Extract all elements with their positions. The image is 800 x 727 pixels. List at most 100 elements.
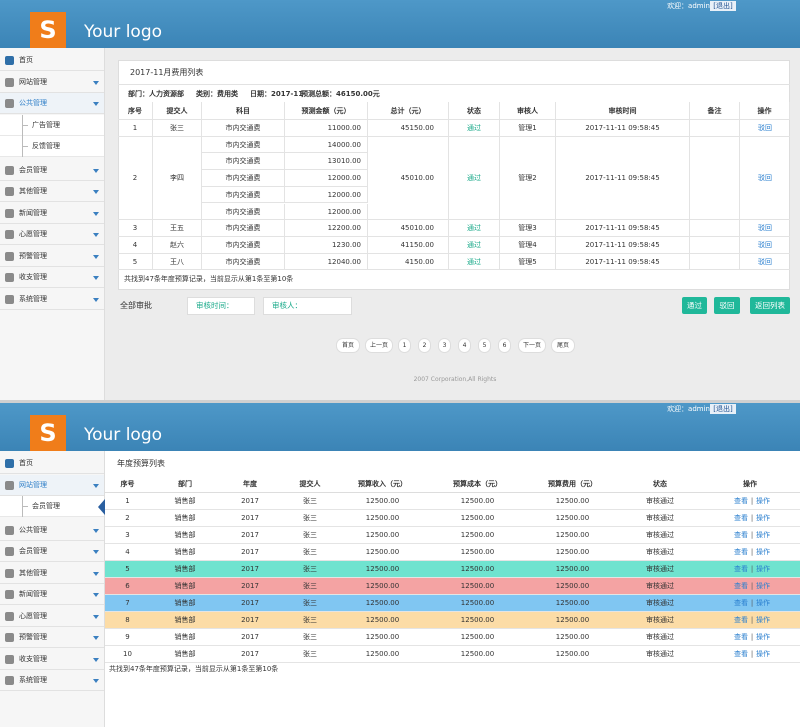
view-link[interactable]: 查看 xyxy=(734,633,748,641)
column-header: 序号 xyxy=(120,480,135,488)
menu-item[interactable] xyxy=(0,289,104,310)
menu-item[interactable] xyxy=(0,541,104,562)
view-link[interactable]: 查看 xyxy=(734,650,748,658)
menu-item[interactable] xyxy=(0,453,104,474)
menu-item[interactable] xyxy=(0,50,104,71)
page-button[interactable]: 首页 xyxy=(336,338,360,353)
menu-item[interactable] xyxy=(0,627,104,648)
operate-link[interactable]: 操作 xyxy=(756,548,770,556)
menu-item[interactable] xyxy=(0,474,104,496)
page-button[interactable]: 3 xyxy=(438,338,451,353)
menu-item[interactable] xyxy=(0,93,104,114)
view-link[interactable]: 查看 xyxy=(734,599,748,607)
operate-link[interactable]: 操作 xyxy=(756,531,770,539)
menu-item[interactable] xyxy=(0,584,104,605)
menu-item[interactable] xyxy=(0,670,104,691)
operate-link[interactable]: 操作 xyxy=(756,616,770,624)
page-button[interactable]: 5 xyxy=(478,338,491,353)
menu-label[interactable]: 网站管理 xyxy=(19,77,47,86)
logout-link[interactable]: [退出] xyxy=(710,404,736,414)
menu-label[interactable]: 新闻管理 xyxy=(19,208,47,217)
submenu-item[interactable] xyxy=(0,114,104,136)
submenu-item[interactable] xyxy=(0,136,104,157)
page-button[interactable]: 上一页 xyxy=(365,338,393,353)
cell: 12500.00 xyxy=(365,616,400,624)
menu-label[interactable]: 网站管理 xyxy=(19,480,47,489)
menu-chevron xyxy=(93,102,99,106)
menu-label[interactable]: 心愿管理 xyxy=(19,230,47,238)
action-button[interactable]: 驳回 xyxy=(714,297,740,314)
cell-action[interactable]: 驳回 xyxy=(740,220,790,237)
view-link[interactable]: 查看 xyxy=(734,497,748,505)
menu-label[interactable]: 首页 xyxy=(19,459,33,467)
page-button[interactable]: 尾页 xyxy=(551,338,575,353)
menu-label[interactable]: 心愿管理 xyxy=(19,611,47,620)
menu-label[interactable]: 会员管理 xyxy=(19,547,47,555)
menu-item[interactable] xyxy=(0,267,104,288)
menu-item[interactable] xyxy=(0,72,104,93)
menu-item[interactable] xyxy=(0,606,104,627)
menu-label[interactable]: 新闻管理 xyxy=(19,590,47,598)
menu-item[interactable] xyxy=(0,246,104,267)
menu-item[interactable] xyxy=(0,181,104,202)
operate-link[interactable]: 操作 xyxy=(756,582,770,590)
menu-label[interactable]: 系统管理 xyxy=(19,294,47,303)
cell-action[interactable]: 驳回 xyxy=(740,237,790,254)
cell-action[interactable]: 驳回 xyxy=(740,120,790,137)
menu-item[interactable] xyxy=(0,649,104,670)
menu-label[interactable]: 收支管理 xyxy=(19,654,47,663)
menu-item[interactable] xyxy=(0,160,104,181)
menu-label[interactable]: 其他管理 xyxy=(19,187,47,195)
menu-label[interactable]: 收支管理 xyxy=(19,273,47,281)
cell-time: 2017-11-11 09:58:45 xyxy=(556,136,690,221)
menu-label[interactable]: 其他管理 xyxy=(19,568,47,577)
action-button[interactable]: 返回列表 xyxy=(750,297,790,314)
logout-link[interactable]: [退出] xyxy=(710,1,736,11)
operate-link[interactable]: 操作 xyxy=(756,565,770,573)
search-input[interactable]: 审核人： xyxy=(263,297,352,315)
cell-amount: 1230.00 xyxy=(285,236,368,254)
menu-icon xyxy=(5,294,14,304)
menu-label[interactable]: 首页 xyxy=(19,56,33,64)
search-input[interactable]: 审核时间： xyxy=(187,297,255,315)
view-link[interactable]: 查看 xyxy=(734,531,748,539)
menu-label[interactable]: 公共管理 xyxy=(19,525,47,534)
page-button[interactable]: 4 xyxy=(458,338,471,353)
view-link[interactable]: 查看 xyxy=(734,548,748,556)
menu-item[interactable] xyxy=(0,563,104,584)
page-button[interactable]: 下一页 xyxy=(518,338,546,353)
cell: 销售部 xyxy=(174,650,196,658)
menu-label[interactable]: 会员管理 xyxy=(19,165,47,174)
operate-link[interactable]: 操作 xyxy=(756,514,770,522)
menu-label[interactable]: 公共管理 xyxy=(19,99,47,107)
screen-separator xyxy=(0,400,800,403)
menu-label[interactable]: 系统管理 xyxy=(19,676,47,684)
cell-action[interactable]: 驳回 xyxy=(740,137,790,221)
submenu-label[interactable]: 广告管理 xyxy=(32,120,60,129)
cell-action[interactable]: 驳回 xyxy=(740,254,790,271)
page-button[interactable]: 6 xyxy=(498,338,511,353)
view-link[interactable]: 查看 xyxy=(734,616,748,624)
operate-link[interactable]: 操作 xyxy=(756,497,770,505)
operate-link[interactable]: 操作 xyxy=(756,650,770,658)
view-link[interactable]: 查看 xyxy=(734,582,748,590)
menu-item[interactable] xyxy=(0,520,104,541)
menu-label[interactable]: 预警管理 xyxy=(19,251,47,260)
operate-link[interactable]: 操作 xyxy=(756,633,770,641)
submenu-item[interactable] xyxy=(0,496,104,517)
menu-item[interactable] xyxy=(0,224,104,245)
submenu-label[interactable]: 反馈管理 xyxy=(32,142,60,150)
page-button[interactable]: 1 xyxy=(398,338,411,353)
submenu-label[interactable]: 会员管理 xyxy=(32,502,60,510)
menu-item[interactable] xyxy=(0,203,104,224)
column-header: 提交人 xyxy=(299,480,321,488)
view-link[interactable]: 查看 xyxy=(734,514,748,522)
action-button[interactable]: 通过 xyxy=(682,297,707,314)
operate-link[interactable]: 操作 xyxy=(756,599,770,607)
menu-label[interactable]: 预警管理 xyxy=(19,633,47,641)
table-header-row xyxy=(105,476,800,493)
cell: 1 xyxy=(125,497,130,505)
view-link[interactable]: 查看 xyxy=(734,565,748,573)
page-button[interactable]: 2 xyxy=(418,338,431,353)
